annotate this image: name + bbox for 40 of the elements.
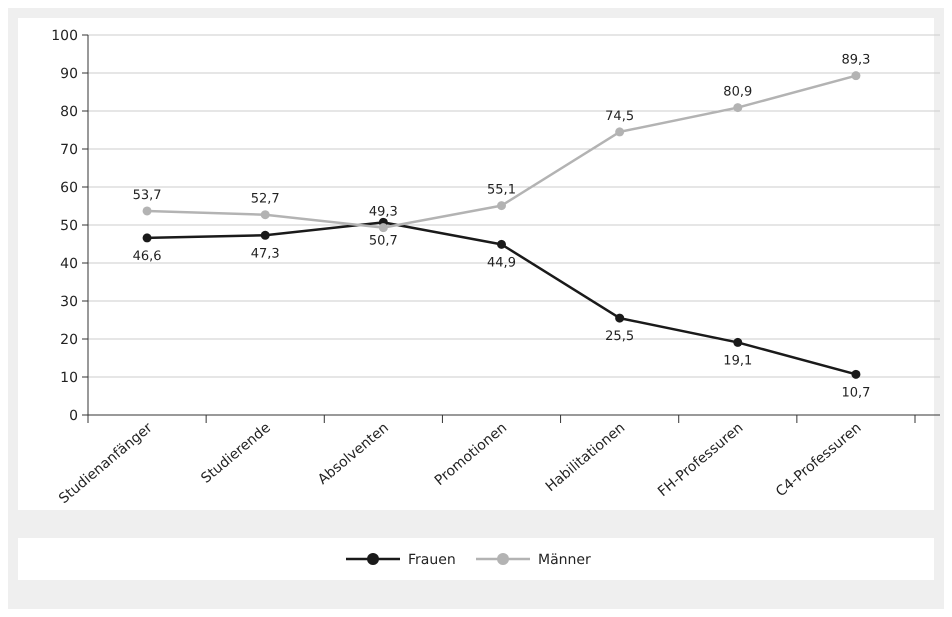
point [378, 223, 388, 232]
data-label: 52,7 [250, 192, 280, 207]
point [142, 233, 152, 242]
y-tick-label: 60 [60, 180, 78, 196]
y-tick-label: 0 [69, 408, 78, 424]
data-label: 49,3 [368, 204, 398, 220]
data-label: 55,1 [487, 182, 516, 198]
point [142, 206, 152, 216]
point [260, 230, 270, 240]
data-label: 53,7 [132, 188, 162, 203]
y-tick-label: 70 [60, 142, 78, 158]
point [260, 210, 270, 220]
point [733, 103, 742, 112]
point [497, 240, 506, 249]
data-label: 19,1 [723, 353, 752, 368]
point [851, 71, 860, 80]
point [615, 127, 624, 136]
data-label: 46,6 [132, 248, 162, 264]
y-tick-label: 80 [60, 104, 78, 120]
y-tick-label: 40 [60, 256, 78, 272]
data-label: 47,3 [250, 246, 280, 262]
y-tick-label: 100 [51, 28, 78, 44]
point [851, 370, 860, 379]
y-tick-label: 10 [60, 370, 78, 386]
y-tick-label: 90 [60, 66, 78, 82]
data-label: 89,3 [841, 52, 870, 68]
legend-label: Männer [538, 552, 592, 568]
legend-label: Frauen [408, 552, 456, 568]
data-label: 80,9 [723, 84, 752, 100]
point [497, 201, 506, 210]
data-label: 44,9 [487, 255, 516, 270]
y-tick-label: 50 [60, 218, 78, 234]
point [615, 314, 624, 323]
y-tick-label: 30 [60, 294, 78, 310]
data-label: 74,5 [605, 108, 634, 124]
data-label: 10,7 [841, 385, 870, 400]
data-label: 50,7 [368, 233, 398, 248]
y-tick-label: 20 [60, 332, 78, 348]
point [733, 338, 742, 347]
data-label: 25,5 [605, 329, 634, 344]
